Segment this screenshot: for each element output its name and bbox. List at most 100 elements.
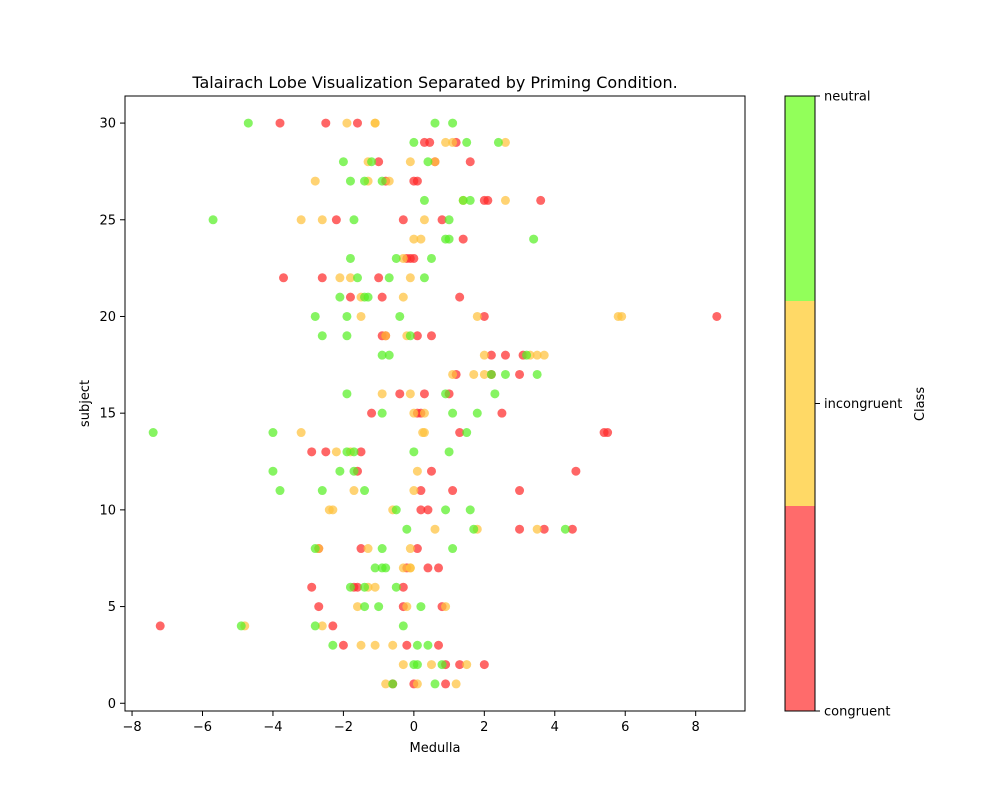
y-tick-label: 30 — [99, 117, 116, 132]
x-axis-ticks: −8 −6 −4 −2 0 2 4 6 8 — [122, 711, 700, 735]
congruent-point — [712, 311, 722, 321]
congruent-point — [455, 292, 465, 302]
neutral-point — [412, 640, 422, 650]
x-tick-label: 8 — [692, 720, 700, 735]
neutral-point — [419, 195, 429, 205]
congruent-point — [416, 486, 426, 496]
y-tick-label: 15 — [99, 407, 116, 422]
neutral-point — [444, 234, 454, 244]
incongruent-point — [363, 544, 373, 554]
incongruent-point — [409, 408, 419, 418]
y-tick-label: 20 — [99, 310, 116, 325]
incongruent-point — [451, 679, 461, 689]
neutral-point — [469, 524, 479, 534]
congruent-point — [321, 118, 331, 128]
x-tick-label: −4 — [263, 720, 282, 735]
incongruent-point — [617, 311, 627, 321]
neutral-point — [444, 215, 454, 225]
congruent-point — [412, 331, 422, 341]
colorbar-tick-label: congruent — [824, 705, 891, 720]
congruent-point — [500, 350, 510, 360]
incongruent-point — [342, 118, 352, 128]
neutral-point — [275, 486, 285, 496]
neutral-point — [310, 621, 320, 631]
congruent-point — [434, 640, 444, 650]
colorbar: congruent incongruent neutral — [784, 90, 902, 720]
neutral-point — [374, 602, 384, 612]
congruent-point — [458, 234, 468, 244]
colorbar-label: Class — [913, 387, 928, 421]
congruent-point — [448, 486, 458, 496]
congruent-point — [539, 524, 549, 534]
incongruent-point — [310, 176, 320, 186]
neutral-point — [388, 679, 398, 689]
neutral-point — [360, 486, 370, 496]
neutral-point — [342, 447, 352, 457]
neutral-point — [493, 137, 503, 147]
neutral-point — [338, 157, 348, 167]
incongruent-point — [472, 311, 482, 321]
incongruent-point — [335, 273, 345, 283]
incongruent-point — [532, 524, 542, 534]
congruent-point — [486, 350, 496, 360]
neutral-point — [430, 118, 440, 128]
incongruent-point — [331, 447, 341, 457]
neutral-point — [360, 292, 370, 302]
neutral-point — [522, 350, 532, 360]
neutral-point — [377, 408, 387, 418]
neutral-point — [370, 563, 380, 573]
neutral-point — [342, 331, 352, 341]
y-axis-label: subject — [78, 380, 93, 427]
congruent-point — [374, 157, 384, 167]
neutral-point — [409, 447, 419, 457]
congruent-point — [345, 292, 355, 302]
congruent-point — [307, 582, 317, 592]
neutral-point — [391, 582, 401, 592]
x-tick-label: −6 — [193, 720, 212, 735]
neutral-point — [367, 157, 377, 167]
colorbar-segment-neutral — [785, 96, 815, 301]
congruent-point — [412, 176, 422, 186]
incongruent-point — [398, 253, 408, 263]
x-axis-label: Medulla — [410, 741, 461, 756]
incongruent-point — [405, 157, 415, 167]
colorbar-segment-congruent — [785, 506, 815, 711]
neutral-point — [441, 505, 451, 515]
neutral-point — [448, 544, 458, 554]
y-axis-ticks: 0 5 10 15 20 25 30 — [99, 117, 125, 712]
y-tick-label: 0 — [108, 697, 116, 712]
congruent-point — [423, 563, 433, 573]
incongruent-point — [398, 292, 408, 302]
incongruent-point — [317, 215, 327, 225]
neutral-point — [398, 621, 408, 631]
y-tick-label: 25 — [99, 213, 116, 228]
incongruent-point — [388, 640, 398, 650]
congruent-point — [571, 466, 581, 476]
neutral-point — [317, 331, 327, 341]
neutral-point — [377, 176, 387, 186]
neutral-point — [458, 195, 468, 205]
congruent-point — [412, 544, 422, 554]
congruent-point — [398, 215, 408, 225]
incongruent-point — [402, 602, 412, 612]
neutral-point — [441, 389, 451, 399]
neutral-point — [360, 176, 370, 186]
congruent-point — [426, 331, 436, 341]
neutral-point — [345, 176, 355, 186]
neutral-point — [391, 505, 401, 515]
incongruent-point — [356, 311, 366, 321]
neutral-point — [426, 253, 436, 263]
congruent-point — [425, 137, 435, 147]
neutral-point — [409, 137, 419, 147]
incongruent-point — [409, 486, 419, 496]
incongruent-point — [416, 234, 426, 244]
congruent-point — [455, 660, 465, 670]
x-tick-label: 6 — [621, 720, 629, 735]
incongruent-point — [462, 660, 472, 670]
neutral-point — [360, 582, 370, 592]
congruent-point — [275, 118, 285, 128]
neutral-point — [500, 369, 510, 379]
incongruent-point — [479, 369, 489, 379]
neutral-point — [328, 640, 338, 650]
